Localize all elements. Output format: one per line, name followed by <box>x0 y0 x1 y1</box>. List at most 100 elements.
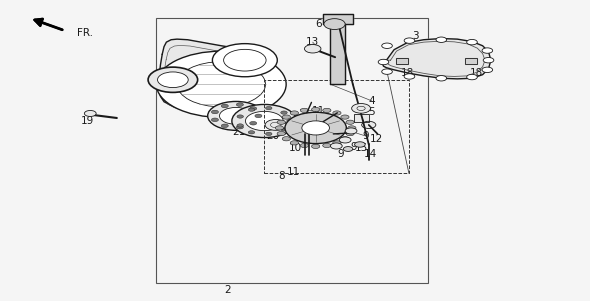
Circle shape <box>341 137 349 141</box>
Circle shape <box>158 72 188 88</box>
Circle shape <box>467 74 477 80</box>
Circle shape <box>281 128 287 131</box>
Text: 11: 11 <box>312 106 325 116</box>
Circle shape <box>285 112 346 144</box>
Circle shape <box>382 69 392 74</box>
Circle shape <box>212 44 277 77</box>
Bar <box>354 114 369 122</box>
Circle shape <box>345 128 357 134</box>
Circle shape <box>221 124 228 128</box>
Circle shape <box>237 125 244 129</box>
Circle shape <box>483 57 494 63</box>
Circle shape <box>211 110 218 114</box>
Circle shape <box>287 119 293 123</box>
Circle shape <box>237 124 244 127</box>
Circle shape <box>250 121 257 125</box>
Text: 11: 11 <box>287 124 300 135</box>
Circle shape <box>346 120 354 124</box>
Circle shape <box>211 118 218 122</box>
Text: 9: 9 <box>337 149 345 159</box>
Circle shape <box>341 115 349 119</box>
Circle shape <box>378 59 389 65</box>
Text: 11: 11 <box>287 166 300 177</box>
Circle shape <box>467 39 477 45</box>
Circle shape <box>482 48 493 53</box>
Circle shape <box>248 108 255 111</box>
Text: 13: 13 <box>306 37 319 47</box>
Circle shape <box>436 37 447 42</box>
Circle shape <box>355 142 365 147</box>
Bar <box>465 58 477 64</box>
Circle shape <box>265 119 286 130</box>
Text: 10: 10 <box>289 143 301 153</box>
Circle shape <box>323 143 331 147</box>
Text: 14: 14 <box>364 149 377 159</box>
Text: 4: 4 <box>368 96 375 106</box>
Text: 9: 9 <box>350 142 358 153</box>
Circle shape <box>266 132 272 135</box>
Text: 18: 18 <box>470 68 483 78</box>
Text: 9: 9 <box>362 131 369 141</box>
Circle shape <box>266 107 272 110</box>
Circle shape <box>281 111 287 114</box>
Circle shape <box>482 67 493 73</box>
Bar <box>156 18 428 283</box>
Text: 8: 8 <box>278 171 286 181</box>
Circle shape <box>300 143 309 147</box>
Circle shape <box>404 38 415 43</box>
Circle shape <box>333 141 341 145</box>
Text: 21: 21 <box>232 127 245 138</box>
Circle shape <box>156 51 286 117</box>
Text: 17: 17 <box>266 118 279 129</box>
Polygon shape <box>396 58 408 64</box>
Circle shape <box>304 45 321 53</box>
Circle shape <box>300 108 309 113</box>
Text: 18: 18 <box>401 68 414 78</box>
Text: 6: 6 <box>315 19 322 29</box>
Circle shape <box>348 126 356 130</box>
Text: 2: 2 <box>224 285 231 296</box>
Circle shape <box>312 107 320 112</box>
Text: 20: 20 <box>266 131 279 141</box>
Circle shape <box>221 104 228 108</box>
Circle shape <box>404 74 415 79</box>
Polygon shape <box>323 14 353 24</box>
Polygon shape <box>465 58 477 64</box>
Text: 7: 7 <box>359 117 366 127</box>
Circle shape <box>352 104 371 113</box>
Circle shape <box>148 67 198 92</box>
Circle shape <box>343 147 353 151</box>
Circle shape <box>282 115 290 119</box>
Circle shape <box>237 103 244 107</box>
Text: 5: 5 <box>368 107 375 117</box>
Circle shape <box>382 43 392 48</box>
Circle shape <box>245 111 283 131</box>
Bar <box>396 58 408 64</box>
Polygon shape <box>330 24 345 84</box>
Circle shape <box>219 107 253 124</box>
Polygon shape <box>159 39 264 109</box>
Circle shape <box>255 114 262 118</box>
Text: 3: 3 <box>412 31 419 41</box>
Circle shape <box>282 137 290 141</box>
Circle shape <box>346 132 354 136</box>
Circle shape <box>302 121 329 135</box>
Text: FR.: FR. <box>77 27 93 38</box>
Circle shape <box>277 132 286 136</box>
Text: 19: 19 <box>81 116 94 126</box>
Circle shape <box>237 115 244 118</box>
Circle shape <box>248 131 255 134</box>
Circle shape <box>84 110 96 116</box>
Circle shape <box>362 121 376 129</box>
Bar <box>264 80 409 173</box>
Circle shape <box>276 126 284 130</box>
Circle shape <box>339 137 351 143</box>
Polygon shape <box>354 114 369 122</box>
Circle shape <box>333 111 341 115</box>
Polygon shape <box>382 39 491 79</box>
Circle shape <box>208 101 264 130</box>
Circle shape <box>277 120 286 124</box>
Circle shape <box>436 76 447 81</box>
Circle shape <box>232 104 297 138</box>
Text: 16: 16 <box>160 87 173 97</box>
